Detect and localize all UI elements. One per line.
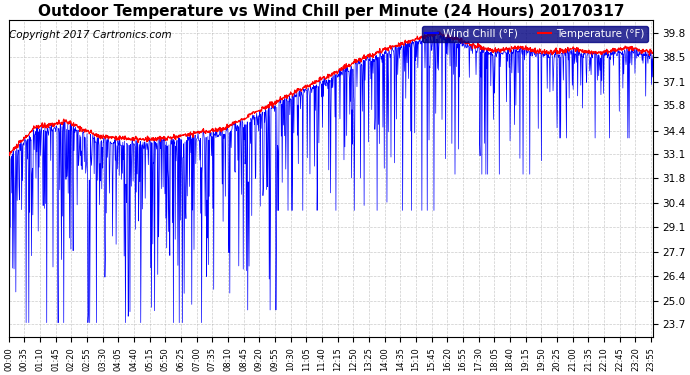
Text: Copyright 2017 Cartronics.com: Copyright 2017 Cartronics.com bbox=[9, 30, 172, 40]
Legend: Wind Chill (°F), Temperature (°F): Wind Chill (°F), Temperature (°F) bbox=[422, 26, 648, 42]
Title: Outdoor Temperature vs Wind Chill per Minute (24 Hours) 20170317: Outdoor Temperature vs Wind Chill per Mi… bbox=[37, 4, 624, 19]
